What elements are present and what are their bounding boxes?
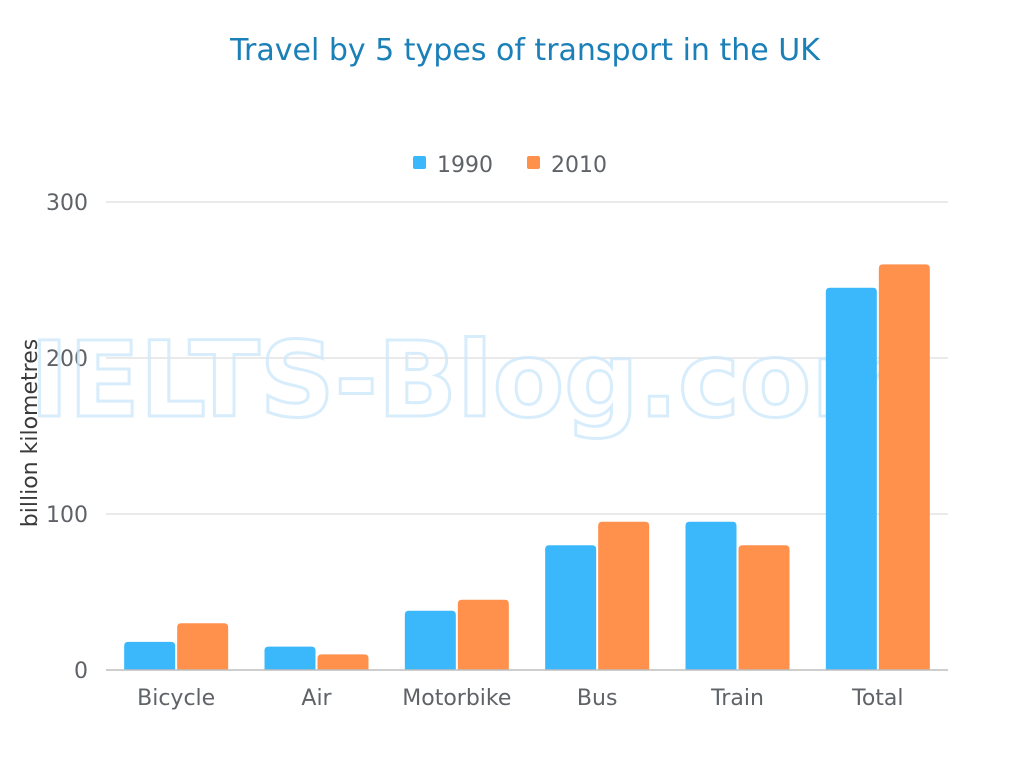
bar-total-1990 — [825, 287, 877, 670]
watermark-text: IELTS-Blog.com — [30, 319, 920, 441]
chart-title: Travel by 5 types of transport in the UK — [229, 33, 821, 68]
y-tick-label: 200 — [46, 347, 88, 372]
x-tick-label: Bicycle — [137, 686, 215, 711]
x-tick-label: Train — [710, 686, 764, 711]
bar-air-1990 — [264, 646, 316, 670]
legend-swatch-1990 — [413, 156, 426, 169]
x-tick-label: Motorbike — [402, 686, 511, 711]
bar-train-1990 — [685, 521, 737, 670]
x-tick-label: Bus — [577, 686, 618, 711]
x-axis-ticks: Bicycle Air Motorbike Bus Train Total — [137, 686, 903, 711]
bar-total-2010 — [878, 264, 930, 670]
legend-label-2010: 2010 — [551, 153, 607, 178]
legend-swatch-2010 — [527, 156, 540, 169]
legend-label-1990: 1990 — [437, 153, 493, 178]
y-tick-label: 100 — [46, 503, 88, 528]
legend: 1990 2010 — [413, 153, 607, 178]
bars — [124, 264, 930, 670]
y-axis-label: billion kilometres — [18, 339, 43, 527]
bar-motorbike-2010 — [457, 599, 509, 670]
bar-bicycle-1990 — [124, 641, 176, 670]
x-tick-label: Total — [851, 686, 903, 711]
bar-bus-1990 — [545, 545, 597, 670]
bar-motorbike-1990 — [404, 610, 456, 670]
bar-air-2010 — [317, 654, 369, 670]
bar-bicycle-2010 — [177, 623, 229, 670]
bar-bus-2010 — [598, 521, 650, 670]
y-axis-ticks: 0 100 200 300 — [46, 191, 88, 684]
y-tick-label: 0 — [74, 659, 88, 684]
y-tick-label: 300 — [46, 191, 88, 216]
bar-train-2010 — [738, 545, 790, 670]
x-tick-label: Air — [301, 686, 332, 711]
grid — [106, 201, 948, 515]
